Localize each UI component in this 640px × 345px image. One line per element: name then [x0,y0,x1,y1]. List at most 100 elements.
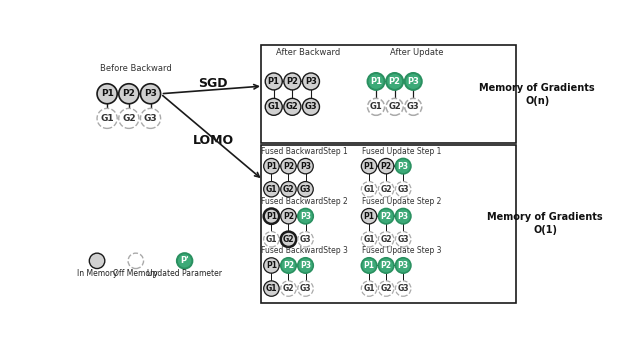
Text: G1: G1 [364,185,375,194]
Circle shape [97,108,117,128]
Bar [260,145,516,303]
Circle shape [298,231,313,247]
Circle shape [97,84,117,104]
Text: In Memory: In Memory [77,269,117,278]
Circle shape [284,98,301,115]
Circle shape [362,208,377,224]
Text: Memory of Gradients: Memory of Gradients [487,212,603,222]
Text: Before Backward: Before Backward [100,64,172,73]
Circle shape [396,258,411,273]
Circle shape [128,253,143,268]
Text: P3: P3 [397,212,409,221]
Text: Fused Update Step 3: Fused Update Step 3 [362,246,442,255]
Circle shape [396,231,411,247]
Text: After Backward: After Backward [276,48,340,58]
Circle shape [281,258,296,273]
Circle shape [386,98,403,115]
Text: P1: P1 [268,77,280,86]
Text: P3: P3 [300,162,311,171]
Text: G2: G2 [283,185,294,194]
Circle shape [119,84,139,104]
Circle shape [298,281,313,296]
Text: After Update: After Update [390,48,444,58]
Circle shape [284,73,301,90]
Circle shape [396,281,411,296]
Text: G2: G2 [380,235,392,244]
Text: SGD: SGD [198,77,228,90]
Text: G2: G2 [122,114,136,123]
Text: P2: P2 [286,77,298,86]
Text: P2: P2 [283,261,294,270]
Circle shape [298,208,313,224]
Circle shape [281,281,296,296]
Text: P2: P2 [122,89,135,98]
Circle shape [264,258,279,273]
Text: G1: G1 [100,114,114,123]
Text: P1: P1 [266,212,277,221]
Circle shape [264,181,279,197]
Text: P': P' [180,256,189,265]
Text: P2: P2 [381,162,392,171]
Text: P3: P3 [397,261,409,270]
Text: G1: G1 [364,235,375,244]
Text: P3: P3 [300,212,311,221]
Circle shape [386,73,403,90]
Text: P1: P1 [364,261,374,270]
Text: G3: G3 [305,102,317,111]
Circle shape [367,73,385,90]
Circle shape [281,158,296,174]
Circle shape [378,231,394,247]
Text: G2: G2 [283,235,294,244]
Circle shape [378,158,394,174]
Text: P3: P3 [397,162,409,171]
Text: G2: G2 [286,102,299,111]
Circle shape [362,281,377,296]
Text: P3: P3 [144,89,157,98]
Circle shape [404,73,422,90]
Circle shape [396,181,411,197]
Text: P2: P2 [381,261,392,270]
Text: O(n): O(n) [525,96,549,106]
Text: LOMO: LOMO [193,134,234,147]
Text: O(1): O(1) [533,225,557,235]
Circle shape [378,258,394,273]
Text: G1: G1 [364,284,375,293]
Bar [260,45,516,143]
Text: P1: P1 [364,162,374,171]
Circle shape [396,158,411,174]
Circle shape [367,98,385,115]
Text: Fused BackwardStep 2: Fused BackwardStep 2 [260,197,348,206]
Text: P1: P1 [266,261,277,270]
Circle shape [298,158,313,174]
Circle shape [281,181,296,197]
Circle shape [378,208,394,224]
Text: G2: G2 [380,284,392,293]
Text: P1: P1 [100,89,113,98]
Circle shape [281,231,296,247]
Circle shape [265,73,282,90]
Circle shape [404,98,422,115]
Circle shape [298,181,313,197]
Text: P3: P3 [305,77,317,86]
Text: P1: P1 [266,162,277,171]
Circle shape [264,281,279,296]
Text: G3: G3 [300,235,311,244]
Circle shape [362,231,377,247]
Text: G3: G3 [300,185,311,194]
Text: Fused Update Step 1: Fused Update Step 1 [362,147,442,156]
Text: G3: G3 [397,185,409,194]
Text: G3: G3 [397,284,409,293]
Text: P3: P3 [300,261,311,270]
Circle shape [362,258,377,273]
Circle shape [140,84,161,104]
Circle shape [362,181,377,197]
Text: G1: G1 [370,102,383,111]
Text: Fused Update Step 2: Fused Update Step 2 [362,197,442,206]
Circle shape [90,253,105,268]
Text: G3: G3 [397,235,409,244]
Circle shape [298,258,313,273]
Text: G2: G2 [388,102,401,111]
Text: G1: G1 [268,102,280,111]
Text: G2: G2 [283,284,294,293]
Text: P2: P2 [283,162,294,171]
